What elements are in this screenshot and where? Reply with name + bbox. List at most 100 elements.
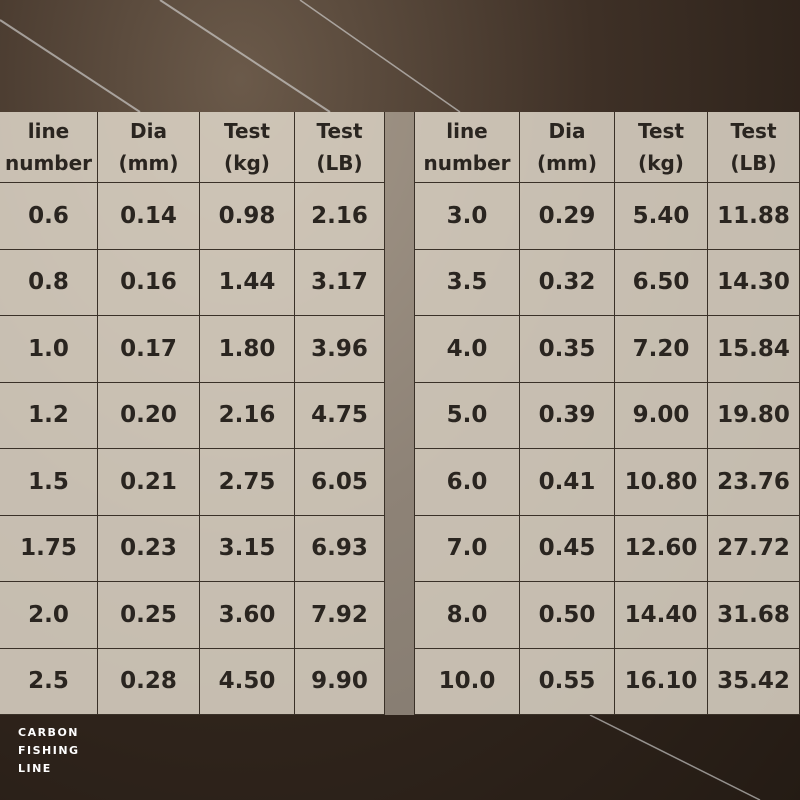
table-cell: 14.30: [708, 249, 800, 316]
cell-text: 3.60: [218, 601, 276, 628]
cell-text: 0.20: [120, 402, 177, 429]
header-cell: line number: [415, 112, 520, 183]
table-divider: [385, 112, 415, 715]
table-cell: 6.0: [415, 449, 520, 516]
cell-text: 3.17: [311, 269, 368, 296]
cell-text: 14.30: [717, 269, 790, 296]
cell-text: 2.0: [28, 601, 69, 628]
table-cell: 15.84: [708, 316, 800, 383]
header-text: (LB): [730, 151, 777, 175]
cell-text: 1.5: [28, 468, 69, 495]
table-cell: 10.0: [415, 648, 520, 715]
table-cell: 1.80: [200, 316, 295, 383]
table-cell: 0.98: [200, 183, 295, 250]
table-cell: 2.75: [200, 449, 295, 516]
header-text: (mm): [118, 151, 179, 175]
cell-text: 3.15: [218, 535, 276, 562]
cell-text: 4.50: [218, 668, 276, 695]
cell-text: 6.50: [632, 269, 690, 296]
header-text: Dia: [548, 119, 586, 143]
cell-text: 6.0: [446, 468, 488, 495]
table-cell: 0.29: [520, 183, 615, 250]
cell-text: 0.35: [538, 335, 596, 362]
cell-text: 0.28: [120, 668, 177, 695]
cell-text: 35.42: [717, 668, 790, 695]
table-cell: 2.0: [0, 582, 98, 649]
table-cell: 1.0: [0, 316, 98, 383]
table-cell: 14.40: [615, 582, 708, 649]
header-text: line: [27, 119, 70, 143]
cell-text: 0.39: [538, 402, 596, 429]
table-cell: 2.16: [295, 183, 385, 250]
cell-text: 2.75: [218, 468, 276, 495]
table-cell: 0.35: [520, 316, 615, 383]
cell-text: 7.20: [632, 335, 690, 362]
table-cell: 12.60: [615, 515, 708, 582]
cell-text: 0.25: [120, 601, 177, 628]
table-cell: 0.32: [520, 249, 615, 316]
table-cell: 5.40: [615, 183, 708, 250]
table-cell: 8.0: [415, 582, 520, 649]
cell-text: 27.72: [717, 535, 790, 562]
table-cell: 0.50: [520, 582, 615, 649]
header-cell: Test (kg): [615, 112, 708, 183]
table-cell: 9.00: [615, 382, 708, 449]
table-cell: 0.8: [0, 249, 98, 316]
table-cell: 0.14: [98, 183, 200, 250]
cell-text: 6.05: [311, 468, 368, 495]
table-cell: 0.28: [98, 648, 200, 715]
table-cell: 19.80: [708, 382, 800, 449]
table-cell: 3.15: [200, 515, 295, 582]
cell-text: 19.80: [717, 402, 790, 429]
header-cell: Test (LB): [708, 112, 800, 183]
cell-text: 1.2: [28, 402, 69, 429]
cell-text: 0.16: [120, 269, 177, 296]
cell-text: 5.40: [632, 202, 690, 229]
header-text: number: [423, 151, 511, 175]
header-text: (mm): [537, 151, 597, 175]
table-cell: 4.75: [295, 382, 385, 449]
table-cell: 3.60: [200, 582, 295, 649]
table-cell: 4.50: [200, 648, 295, 715]
cell-text: 7.0: [446, 535, 488, 562]
table-cell: 9.90: [295, 648, 385, 715]
cell-text: 0.21: [120, 468, 177, 495]
cell-text: 0.14: [120, 202, 177, 229]
table-cell: 27.72: [708, 515, 800, 582]
table-cell: 11.88: [708, 183, 800, 250]
cell-text: 1.80: [218, 335, 276, 362]
cell-text: 12.60: [624, 535, 698, 562]
table-cell: 10.80: [615, 449, 708, 516]
cell-text: 0.6: [28, 202, 69, 229]
cell-text: 0.45: [538, 535, 596, 562]
header-text: (kg): [638, 151, 684, 175]
cell-text: 4.75: [311, 402, 368, 429]
header-text: Test: [637, 119, 684, 143]
header-text: Test: [223, 119, 270, 143]
table-cell: 0.41: [520, 449, 615, 516]
cell-text: 0.17: [120, 335, 177, 362]
brand-label: CARBON FISHING LINE: [18, 724, 80, 778]
table-cell: 1.75: [0, 515, 98, 582]
header-cell: Dia (mm): [520, 112, 615, 183]
table-cell: 3.17: [295, 249, 385, 316]
table-cell: 0.23: [98, 515, 200, 582]
table-cell: 2.5: [0, 648, 98, 715]
cell-text: 3.96: [311, 335, 368, 362]
cell-text: 0.23: [120, 535, 177, 562]
table-cell: 7.20: [615, 316, 708, 383]
header-text: (LB): [316, 151, 363, 175]
header-text: Dia: [130, 119, 167, 143]
cell-text: 2.16: [218, 402, 276, 429]
table-cell: 0.21: [98, 449, 200, 516]
table-cell: 0.45: [520, 515, 615, 582]
cell-text: 2.5: [28, 668, 69, 695]
table-cell: 0.20: [98, 382, 200, 449]
cell-text: 7.92: [311, 601, 368, 628]
cell-text: 0.8: [28, 269, 69, 296]
table-cell: 0.17: [98, 316, 200, 383]
brand-line: CARBON: [18, 726, 79, 739]
cell-text: 15.84: [717, 335, 790, 362]
table-cell: 6.05: [295, 449, 385, 516]
